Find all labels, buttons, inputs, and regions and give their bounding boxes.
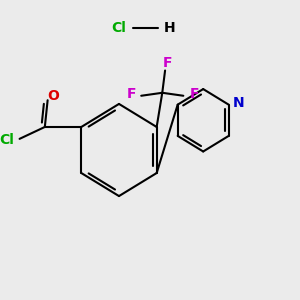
Text: N: N [233, 96, 244, 110]
Text: Cl: Cl [112, 21, 126, 35]
Text: O: O [47, 89, 59, 103]
Text: F: F [127, 87, 136, 101]
Text: F: F [190, 87, 199, 101]
Text: F: F [163, 56, 172, 70]
Text: Cl: Cl [0, 133, 14, 147]
Text: H: H [164, 21, 175, 35]
